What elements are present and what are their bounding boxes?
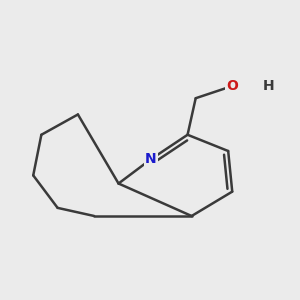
Text: N: N: [145, 152, 157, 166]
Text: H: H: [263, 79, 275, 93]
Text: O: O: [226, 79, 238, 93]
